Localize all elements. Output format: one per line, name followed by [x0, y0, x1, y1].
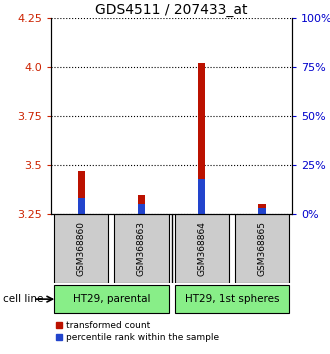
- Bar: [54, 214, 108, 283]
- Text: HT29, 1st spheres: HT29, 1st spheres: [184, 294, 279, 304]
- Bar: [138, 194, 145, 214]
- Bar: [258, 204, 266, 214]
- Text: HT29, parental: HT29, parental: [73, 294, 150, 304]
- Title: GDS4511 / 207433_at: GDS4511 / 207433_at: [95, 3, 248, 17]
- Text: GSM368864: GSM368864: [197, 221, 206, 276]
- Bar: [54, 285, 169, 314]
- Bar: [198, 63, 205, 214]
- Legend: transformed count, percentile rank within the sample: transformed count, percentile rank withi…: [56, 321, 219, 342]
- Bar: [175, 285, 289, 314]
- Bar: [175, 214, 229, 283]
- Bar: [258, 208, 266, 214]
- Text: GSM368865: GSM368865: [257, 221, 266, 276]
- Bar: [138, 204, 145, 214]
- Text: GSM368860: GSM368860: [77, 221, 86, 276]
- Bar: [235, 214, 289, 283]
- Bar: [78, 171, 85, 214]
- Bar: [198, 179, 205, 214]
- Text: cell line: cell line: [3, 294, 44, 304]
- Text: GSM368863: GSM368863: [137, 221, 146, 276]
- Bar: [78, 199, 85, 214]
- Bar: [115, 214, 169, 283]
